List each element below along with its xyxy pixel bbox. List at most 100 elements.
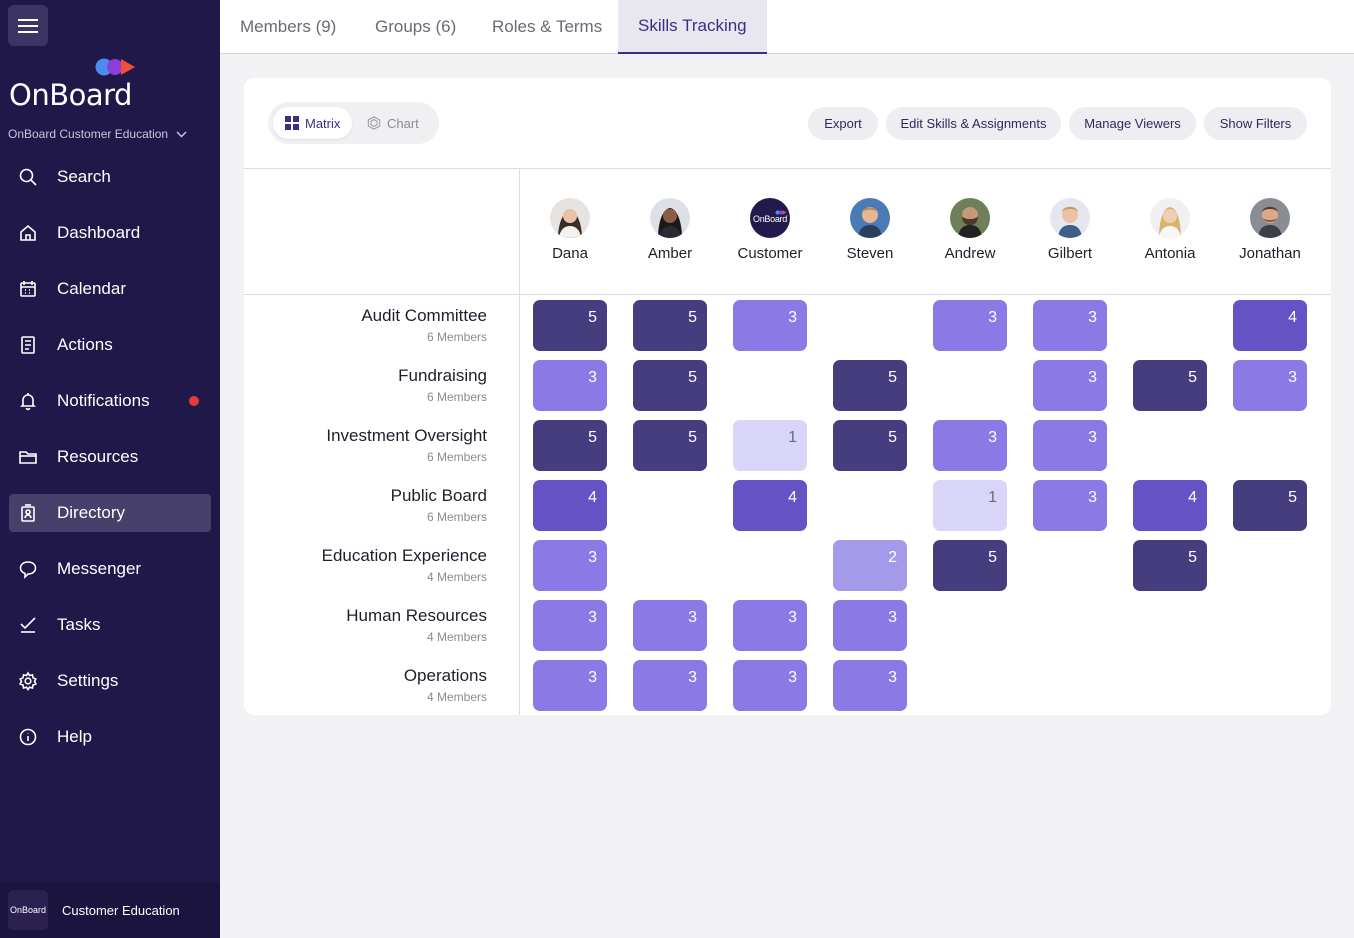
skill-score-cell[interactable]: 3 — [1033, 300, 1107, 351]
skill-row-label[interactable]: Audit Committee 6 Members — [244, 306, 487, 344]
skill-score-cell[interactable]: 3 — [933, 300, 1007, 351]
skill-row-label[interactable]: Investment Oversight 6 Members — [244, 426, 487, 464]
skill-score-value: 5 — [1288, 489, 1297, 506]
skill-row-label[interactable]: Education Experience 4 Members — [244, 546, 487, 584]
member-column-dana[interactable]: Dana — [525, 198, 615, 262]
sidebar-item-search[interactable]: Search — [9, 158, 211, 196]
skill-score-cell[interactable]: 3 — [533, 600, 607, 651]
logo-text: OnBoard — [9, 78, 132, 112]
skill-name: Education Experience — [321, 546, 487, 565]
customer-avatar-text: OnBoard — [753, 214, 787, 224]
skill-score-cell[interactable]: 2 — [833, 540, 907, 591]
skill-score-cell[interactable]: 5 — [933, 540, 1007, 591]
sidebar-item-dashboard[interactable]: Dashboard — [9, 214, 211, 252]
skill-score-cell[interactable]: 1 — [933, 480, 1007, 531]
skill-score-cell[interactable]: 4 — [733, 480, 807, 531]
skill-score-cell[interactable]: 3 — [1033, 360, 1107, 411]
skill-row-label[interactable]: Human Resources 4 Members — [244, 606, 487, 644]
organization-selector[interactable]: OnBoard Customer Education — [8, 127, 187, 141]
skill-score-cell[interactable]: 1 — [733, 420, 807, 471]
logo-mark-icon — [95, 58, 135, 76]
matrix-view-button[interactable]: Matrix — [273, 107, 353, 139]
columns-divider — [244, 294, 1331, 295]
skill-score-cell[interactable]: 3 — [733, 300, 807, 351]
skill-score-cell[interactable]: 3 — [1033, 420, 1107, 471]
skill-score-cell[interactable]: 3 — [533, 660, 607, 711]
member-photo — [1050, 198, 1090, 238]
onboard-logo[interactable]: OnBoard — [9, 56, 149, 112]
skill-score-cell[interactable]: 3 — [733, 600, 807, 651]
skill-score-cell[interactable]: 5 — [633, 300, 707, 351]
skill-score-cell[interactable]: 3 — [533, 540, 607, 591]
skill-score-cell[interactable]: 3 — [733, 660, 807, 711]
menu-toggle-button[interactable] — [8, 5, 48, 46]
skill-score-cell[interactable]: 3 — [1233, 360, 1307, 411]
skill-name: Operations — [403, 666, 487, 685]
skill-score-cell[interactable]: 4 — [1133, 480, 1207, 531]
export-button[interactable]: Export — [808, 107, 878, 140]
sidebar-item-settings[interactable]: Settings — [9, 662, 211, 700]
member-column-antonia[interactable]: Antonia — [1125, 198, 1215, 262]
avatar — [850, 198, 890, 238]
chat-icon — [19, 561, 37, 579]
skill-score-cell[interactable]: 5 — [833, 360, 907, 411]
skill-score-value: 3 — [788, 669, 797, 686]
skill-score-cell[interactable]: 3 — [933, 420, 1007, 471]
member-name: Gilbert — [1047, 245, 1093, 262]
gear-icon — [19, 671, 37, 691]
member-column-customer[interactable]: OnBoard Customer — [725, 198, 815, 262]
member-column-gilbert[interactable]: Gilbert — [1025, 198, 1115, 262]
tab-skills-tracking[interactable]: Skills Tracking — [618, 0, 767, 54]
skill-score-cell[interactable]: 3 — [833, 660, 907, 711]
check-icon — [20, 617, 36, 633]
skill-row-label[interactable]: Public Board 6 Members — [244, 486, 487, 524]
sidebar-item-actions[interactable]: Actions — [9, 326, 211, 364]
skill-score-cell[interactable]: 5 — [1233, 480, 1307, 531]
skill-name: Human Resources — [346, 606, 487, 625]
sidebar-item-help[interactable]: Help — [9, 718, 211, 756]
skill-score-cell[interactable]: 3 — [633, 660, 707, 711]
member-column-steven[interactable]: Steven — [825, 198, 915, 262]
skill-score-cell[interactable]: 4 — [1233, 300, 1307, 351]
skill-row-label[interactable]: Fundraising 6 Members — [244, 366, 487, 404]
skill-score-cell[interactable]: 5 — [633, 360, 707, 411]
skill-row-label[interactable]: Operations 4 Members — [244, 666, 487, 704]
member-name: Jonathan — [1239, 245, 1301, 262]
skill-score-cell[interactable]: 5 — [633, 420, 707, 471]
skill-score-cell[interactable]: 3 — [1033, 480, 1107, 531]
member-column-amber[interactable]: Amber — [625, 198, 715, 262]
skill-score-value: 5 — [1188, 369, 1197, 386]
sidebar-item-messenger[interactable]: Messenger — [9, 550, 211, 588]
sidebar-item-directory[interactable]: Directory — [9, 494, 211, 532]
skill-score-cell[interactable]: 5 — [1133, 540, 1207, 591]
skill-score-value: 3 — [588, 369, 597, 386]
sidebar-item-tasks[interactable]: Tasks — [9, 606, 211, 644]
member-column-andrew[interactable]: Andrew — [925, 198, 1015, 262]
sidebar-item-notifications[interactable]: Notifications — [9, 382, 211, 420]
tab-members[interactable]: Members (9) — [240, 17, 337, 36]
avatar — [950, 198, 990, 238]
sidebar-item-calendar[interactable]: Calendar — [9, 270, 211, 308]
skill-score-cell[interactable]: 5 — [533, 420, 607, 471]
skill-score-cell[interactable]: 5 — [833, 420, 907, 471]
workspace-switcher[interactable]: OnBoard Customer Education — [0, 882, 220, 938]
skill-score-cell[interactable]: 3 — [833, 600, 907, 651]
edit-skills-button[interactable]: Edit Skills & Assignments — [886, 107, 1061, 140]
skill-score-cell[interactable]: 5 — [533, 300, 607, 351]
chart-view-label: Chart — [387, 115, 419, 131]
chart-view-button[interactable]: Chart — [355, 107, 431, 139]
tab-roles-terms[interactable]: Roles & Terms — [492, 17, 603, 36]
skill-score-cell[interactable]: 5 — [1133, 360, 1207, 411]
show-filters-button[interactable]: Show Filters — [1204, 107, 1307, 140]
skill-score-cell[interactable]: 4 — [533, 480, 607, 531]
skill-member-count: 4 Members — [426, 690, 487, 704]
member-column-jonathan[interactable]: Jonathan — [1225, 198, 1315, 262]
skill-score-cell[interactable]: 3 — [633, 600, 707, 651]
skill-name: Investment Oversight — [326, 426, 487, 445]
skill-score-cell[interactable]: 3 — [533, 360, 607, 411]
sidebar-item-resources[interactable]: Resources — [9, 438, 211, 476]
skill-score-value: 5 — [588, 429, 597, 446]
manage-viewers-button[interactable]: Manage Viewers — [1069, 107, 1196, 140]
directory-icon — [21, 504, 35, 522]
tab-groups[interactable]: Groups (6) — [375, 17, 457, 36]
